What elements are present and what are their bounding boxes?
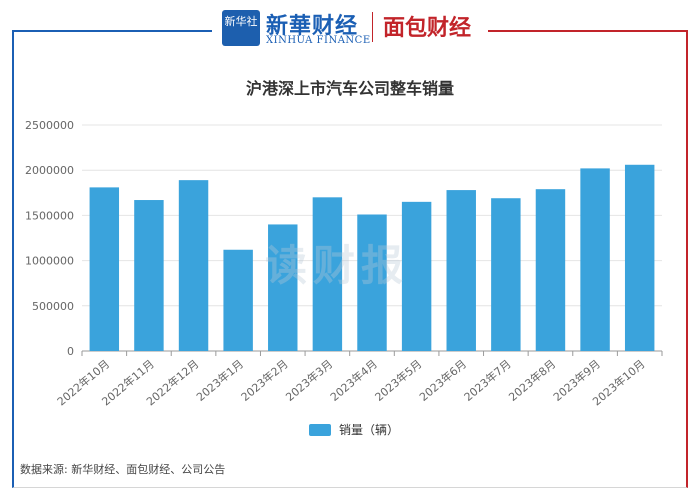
y-tick-label: 1000000 xyxy=(25,255,74,268)
x-tick-label: 2023年8月 xyxy=(506,357,559,404)
y-tick-label: 0 xyxy=(67,345,74,358)
bar xyxy=(134,200,164,351)
x-tick-label: 2023年5月 xyxy=(372,357,425,404)
bar xyxy=(312,197,343,351)
bar xyxy=(268,224,298,351)
chart-title: 沪港深上市汽车公司整车销量 xyxy=(245,79,454,98)
brand-divider xyxy=(372,12,373,42)
y-tick-label: 2000000 xyxy=(25,164,74,177)
x-tick-label: 2023年6月 xyxy=(416,357,469,404)
bar xyxy=(580,168,610,351)
brand-xinhua-finance-sub: XINHUA FINANCE xyxy=(266,35,371,46)
legend-label: 销量（辆） xyxy=(339,423,400,437)
chart-frame xyxy=(12,30,688,488)
header: 新华社 新華财经 XINHUA FINANCE 面包财经 xyxy=(0,0,700,48)
y-tick-label: 2500000 xyxy=(25,119,74,132)
frame-top-right xyxy=(488,30,688,32)
bar xyxy=(446,190,476,351)
x-tick-label: 2023年7月 xyxy=(461,357,514,404)
bar xyxy=(357,214,387,351)
source-note: 数据来源: 新华财经、面包财经、公司公告 xyxy=(20,463,226,476)
brand-xinhua-finance: 新華财经 xyxy=(266,13,359,39)
x-tick-label: 2023年2月 xyxy=(238,357,291,404)
bar xyxy=(89,187,120,351)
frame-top-left xyxy=(12,30,212,32)
bar xyxy=(491,198,521,351)
watermark: 读财报 xyxy=(265,241,410,290)
bar xyxy=(535,189,566,351)
bar xyxy=(223,249,253,351)
x-tick-label: 2023年1月 xyxy=(193,357,246,404)
bar xyxy=(401,201,432,351)
y-tick-label: 1500000 xyxy=(25,209,74,222)
legend-swatch xyxy=(309,423,331,436)
legend: 销量（辆） xyxy=(309,421,399,438)
x-tick-label: 2023年3月 xyxy=(283,357,336,404)
y-tick-label: 500000 xyxy=(32,300,74,313)
xinhua-logo: 新华社 xyxy=(222,10,260,46)
x-tick-label: 2023年4月 xyxy=(327,357,380,404)
bar xyxy=(624,164,655,351)
bar xyxy=(178,180,209,351)
logo-text: 新华社 xyxy=(224,15,258,28)
brand-mianbao: 面包财经 xyxy=(383,16,472,41)
